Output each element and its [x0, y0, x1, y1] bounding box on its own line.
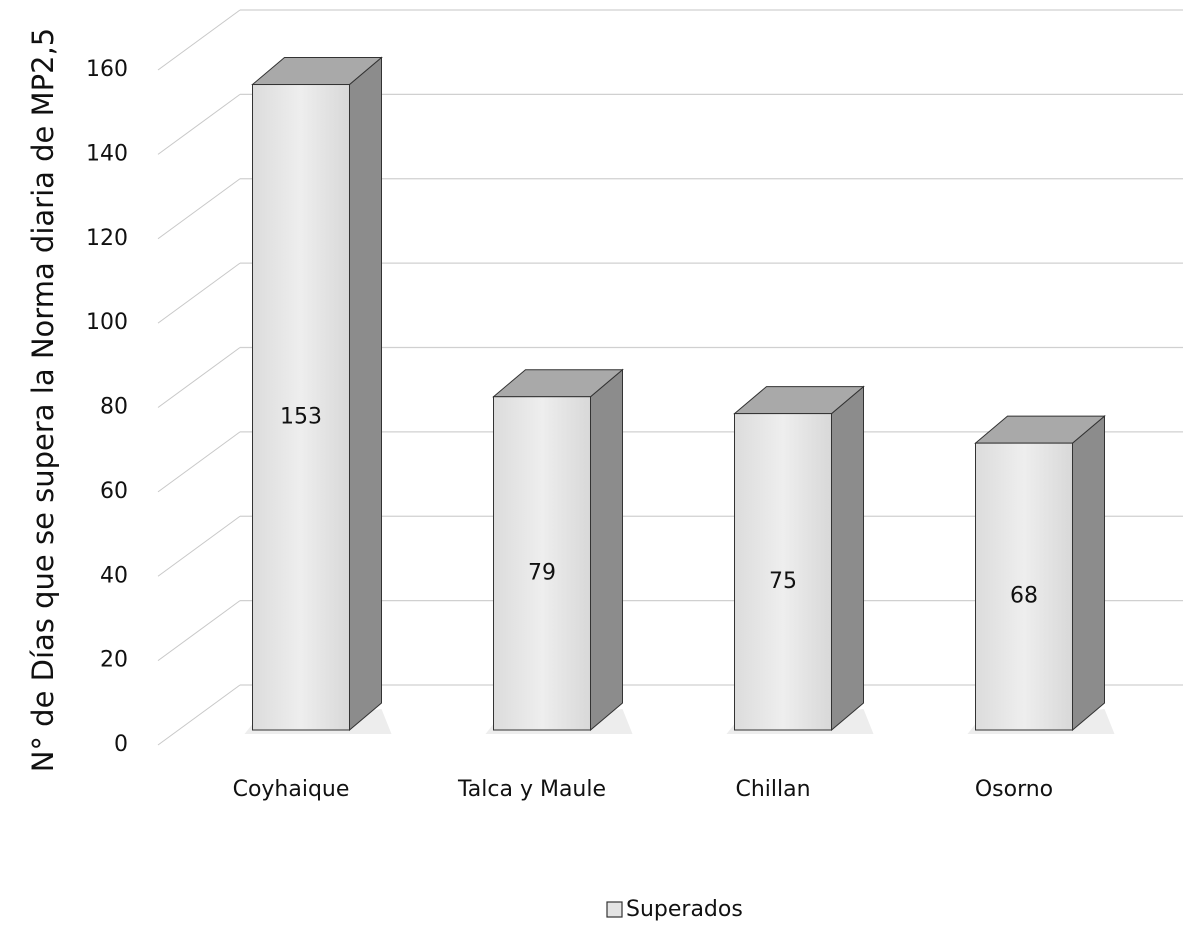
y-tick-label: 160 [86, 57, 128, 82]
grid-line-diagonal [157, 93, 241, 155]
bar-side [349, 56, 382, 732]
value-label: 75 [769, 569, 797, 594]
value-label: 153 [280, 404, 322, 429]
grid-line-diagonal [157, 515, 241, 577]
x-tick-label: Talca y Maule [457, 777, 606, 802]
grid-line-diagonal [157, 262, 241, 324]
legend-swatch [606, 901, 623, 918]
x-tick-label: Osorno [975, 777, 1053, 802]
bar [252, 84, 350, 731]
grid-line-diagonal [157, 9, 241, 71]
y-tick-label: 0 [114, 732, 128, 757]
y-tick-label: 60 [100, 479, 128, 504]
bar-side [590, 368, 623, 732]
bar [975, 442, 1073, 731]
grid-line-diagonal [157, 347, 241, 408]
value-label: 79 [528, 560, 556, 585]
bar [493, 396, 591, 731]
grid-line-diagonal [157, 178, 241, 240]
y-tick-label: 120 [86, 226, 128, 251]
x-tick-label: Coyhaique [233, 777, 350, 802]
legend-label: Superados [626, 897, 743, 922]
bar-side [1072, 415, 1105, 732]
grid-line-diagonal [157, 600, 241, 662]
y-tick-label: 20 [100, 648, 128, 673]
bar [734, 413, 832, 731]
y-axis-title: N° de Días que se supera la Norma diaria… [26, 28, 60, 772]
x-tick-label: Chillan [735, 777, 810, 802]
y-tick-label: 100 [86, 310, 128, 335]
grid-line-diagonal [157, 431, 241, 493]
y-tick-label: 40 [100, 563, 128, 588]
value-label: 68 [1010, 584, 1038, 609]
bar-side [831, 385, 864, 732]
grid-line-diagonal [157, 684, 241, 746]
y-tick-label: 80 [100, 395, 128, 420]
y-tick-label: 140 [86, 141, 128, 166]
